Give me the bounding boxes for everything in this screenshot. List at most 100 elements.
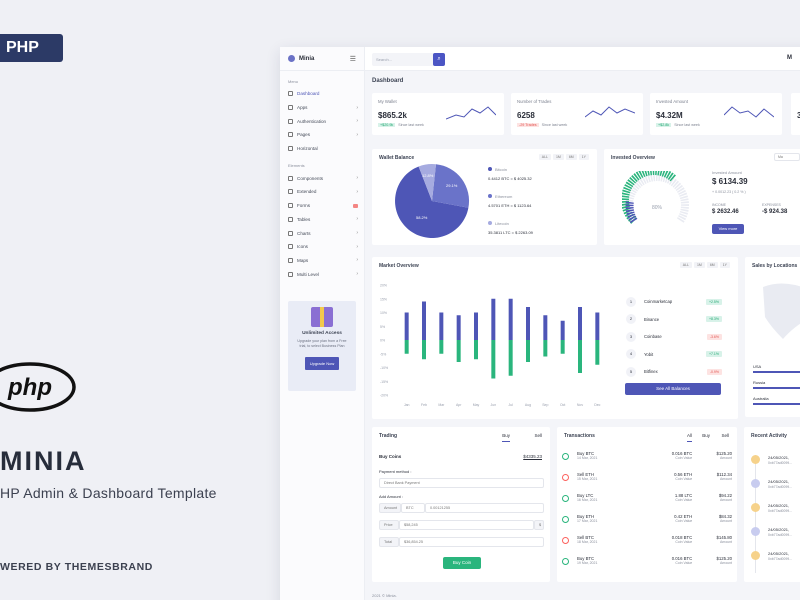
price-input[interactable]: $58,245	[399, 520, 534, 530]
transaction-row[interactable]: Buy LTC 16 Mar, 2021 1.88 LTC Coin Value $94…	[562, 493, 732, 502]
transaction-row[interactable]: Buy BTC 14 Mar, 2021 0.016 BTC Coin Value $1…	[562, 451, 732, 460]
amount-input[interactable]: 0.00121255	[425, 503, 544, 513]
world-map	[763, 283, 800, 339]
exchange-change: -0.9%	[706, 368, 722, 375]
exchange-row[interactable]: 2 Binance +8.3%	[626, 311, 722, 329]
wallet-period-1m[interactable]: 1M	[552, 154, 564, 160]
top-menu-initial[interactable]: M	[787, 55, 792, 61]
bar-negative	[491, 340, 496, 379]
tab-buy[interactable]: Buy	[502, 433, 510, 442]
sidebar-item-label: Extended	[297, 189, 317, 195]
transaction-row[interactable]: Buy ETH 17 Mar, 2021 0.42 ETH Coin Value $84…	[562, 514, 732, 523]
sidebar: Minia ☰ Menu Dashboard Apps › Authenticatio…	[280, 47, 365, 600]
bar-positive	[595, 312, 600, 340]
x-tick-label: Feb	[421, 403, 427, 407]
search-button[interactable]: ⌕	[433, 53, 445, 66]
sparkline	[446, 106, 496, 120]
see-all-balances-button[interactable]: See All Balances	[625, 383, 721, 395]
sidebar-item-label: Maps	[297, 257, 309, 263]
market-period-1y[interactable]: 1Y	[719, 262, 730, 268]
tx-amount: $125.20	[716, 556, 732, 561]
sidebar-item-label: Horizontal	[297, 146, 318, 152]
sidebar-item-label: Components	[297, 175, 324, 181]
market-overview-card: Market Overview ALL 1M 6M 1Y 20% 15% 10% 5% 0% -…	[372, 257, 738, 419]
wallet-period-1y[interactable]: 1Y	[578, 154, 589, 160]
buy-coins-label: Buy Coins	[379, 454, 402, 459]
sidebar-item-maps[interactable]: Maps ›	[280, 254, 364, 268]
bar-negative	[474, 340, 478, 360]
sidebar-item-forms[interactable]: Forms	[280, 199, 364, 213]
nav-icon	[288, 189, 293, 195]
exchange-row[interactable]: 3 Coinbase -3.6%	[626, 328, 722, 346]
hamburger-icon[interactable]: ☰	[349, 55, 356, 63]
period-dropdown[interactable]: Ma	[774, 153, 800, 161]
sidebar-item-label: Apps	[297, 105, 308, 111]
php-badge: PHP	[0, 34, 63, 62]
transaction-row[interactable]: Sell BTC 18 Mar, 2021 0.018 BTC Coin Value $…	[562, 535, 732, 544]
sidebar-item-icons[interactable]: Icons ›	[280, 240, 364, 254]
sidebar-item-multi-level[interactable]: Multi Level ›	[280, 267, 364, 281]
exchange-change: +7.1%	[705, 351, 722, 358]
payment-method-label: Payment method :	[379, 469, 412, 474]
sidebar-item-authentication[interactable]: Authentication ›	[280, 114, 364, 128]
wallet-period-6m[interactable]: 6M	[565, 154, 577, 160]
nav-icon	[288, 132, 293, 138]
total-input[interactable]: $36,854.25	[399, 537, 544, 547]
x-tick-label: May	[473, 403, 480, 407]
coin-select[interactable]: BTC	[401, 503, 425, 513]
chevron-right-icon: ›	[356, 104, 358, 111]
buy-coin-button[interactable]: Buy Coin	[443, 557, 481, 569]
sidebar-item-apps[interactable]: Apps ›	[280, 101, 364, 115]
tx-qty-sub: Coin Value	[675, 477, 693, 481]
sidebar-item-components[interactable]: Components ›	[280, 171, 364, 185]
tx-qty-sub: Coin Value	[675, 498, 693, 502]
brand[interactable]: Minia ☰	[280, 47, 364, 71]
tx-tab-buy[interactable]: Buy	[702, 433, 710, 438]
tx-amt-col: $125.20 Amount	[692, 451, 732, 460]
exchange-row[interactable]: 4 Yobit +7.1%	[626, 346, 722, 364]
powered-by: WERED BY THEMESBRAND	[0, 561, 153, 573]
sidebar-item-dashboard[interactable]: Dashboard	[280, 87, 364, 101]
exchange-row[interactable]: 1 Coinmarketcap +2.5%	[626, 293, 722, 311]
exchange-name: Coinmarketcap	[644, 299, 673, 305]
sidebar-item-charts[interactable]: Charts ›	[280, 226, 364, 240]
location-progress	[753, 387, 800, 389]
sidebar-item-tables[interactable]: Tables ›	[280, 213, 364, 227]
wallet-period-all[interactable]: ALL	[538, 154, 551, 160]
transaction-row[interactable]: Buy BTC 19 Mar, 2021 0.016 BTC Coin Value $1…	[562, 556, 732, 565]
search-input[interactable]: Search...	[372, 53, 445, 66]
invested-overview-card: Invested Overview Ma 80% Invested Amount…	[604, 149, 800, 245]
x-tick-label: Jan	[404, 403, 410, 407]
tx-amount: $112.34	[716, 472, 732, 477]
coin-dot-icon	[488, 167, 492, 171]
coin-label: Bitcoin	[495, 167, 508, 172]
transaction-row[interactable]: Sell ETH 15 Mar, 2021 0.56 ETH Coin Value $1…	[562, 472, 732, 481]
sidebar-item-pages[interactable]: Pages ›	[280, 128, 364, 142]
pie-label-3: 12.8%	[422, 173, 434, 178]
nav-icon	[288, 257, 293, 263]
nav-icon	[288, 244, 293, 250]
sidebar-item-horizontal[interactable]: Horizontal	[280, 142, 364, 156]
market-period-6m[interactable]: 6M	[706, 262, 718, 268]
view-more-button[interactable]: View more	[712, 224, 744, 234]
y-tick-label: 20%	[380, 284, 387, 288]
market-period-1m[interactable]: 1M	[693, 262, 705, 268]
market-period-all[interactable]: ALL	[679, 262, 692, 268]
payment-method-select[interactable]: Direct Bank Payment	[379, 478, 544, 488]
sidebar-item-extended[interactable]: Extended ›	[280, 185, 364, 199]
bar-negative	[439, 340, 444, 354]
coin-dot-icon	[488, 221, 492, 225]
nav-icon	[288, 216, 293, 222]
tx-tab-sell[interactable]: Sell	[721, 433, 729, 438]
tx-type: Buy BTC	[576, 556, 595, 561]
stat-since: Since last week	[674, 123, 700, 127]
pie-slice-ethereum	[432, 164, 470, 208]
upgrade-button[interactable]: Upgrade Now	[304, 357, 340, 370]
exchange-row[interactable]: 5 Bitfinex -0.9%	[626, 363, 722, 381]
tx-date: 14 Mar, 2021	[576, 456, 598, 460]
tab-sell[interactable]: Sell	[534, 433, 542, 438]
total-prefix: Total	[379, 537, 399, 547]
exchange-name: Bitfinex	[644, 369, 658, 375]
tx-tab-all[interactable]: All	[686, 433, 692, 442]
exchange-change: -3.6%	[706, 333, 722, 340]
